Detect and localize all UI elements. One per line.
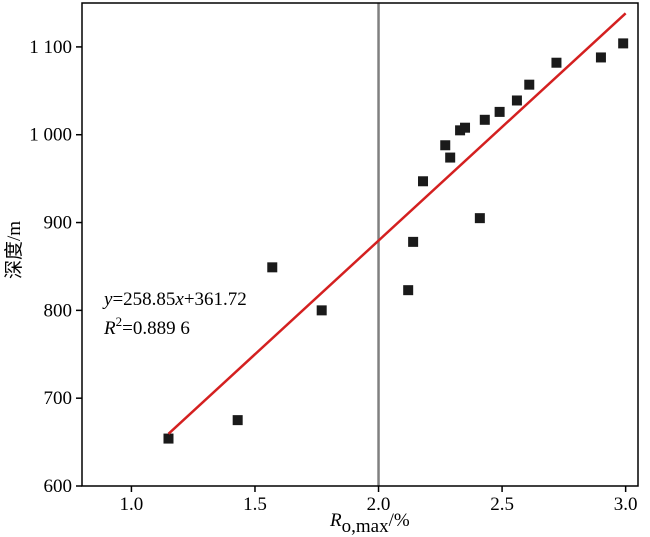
data-point — [511, 95, 522, 106]
y-axis-label: 深度/m — [3, 221, 25, 279]
data-point — [479, 114, 490, 125]
data-point — [267, 262, 278, 273]
y-tick-label: 1 000 — [29, 125, 72, 146]
x-tick-label: 2.0 — [367, 494, 391, 515]
data-point — [595, 52, 606, 63]
data-point — [445, 152, 456, 163]
y-tick-label: 900 — [44, 213, 73, 234]
axes — [76, 2, 639, 492]
plot-frame — [81, 2, 639, 487]
regression-line — [167, 12, 627, 435]
axis-labels: 1.0 1.5 2.0 2.5 3.0 600 700 800 900 1 000 1 100 Ro,… — [3, 37, 638, 537]
regression-equation: y=258.85x+361.72 — [102, 289, 247, 310]
data-point — [316, 305, 327, 316]
data-point — [524, 79, 535, 90]
data-point — [460, 122, 471, 133]
data-point — [440, 140, 451, 151]
data-point — [232, 415, 243, 426]
data-point — [618, 38, 629, 49]
data-point — [163, 433, 174, 444]
y-tick-label: 1 100 — [29, 37, 72, 58]
x-tick-label: 1.0 — [120, 494, 144, 515]
y-tick-label: 700 — [44, 388, 73, 409]
r-squared: R2=0.889 6 — [103, 314, 190, 339]
data-point — [474, 213, 485, 224]
data-point — [403, 285, 414, 296]
y-tick-label: 800 — [44, 300, 73, 321]
x-tick-label: 1.5 — [243, 494, 267, 515]
plot-area — [163, 3, 629, 486]
x-tick-label: 2.5 — [490, 494, 514, 515]
data-point — [551, 57, 562, 68]
x-axis-label: Ro,max/% — [329, 510, 410, 537]
y-tick-label: 600 — [44, 476, 73, 497]
data-point — [418, 176, 429, 187]
data-point — [408, 236, 419, 247]
data-point — [494, 106, 505, 117]
x-tick-label: 3.0 — [614, 494, 638, 515]
